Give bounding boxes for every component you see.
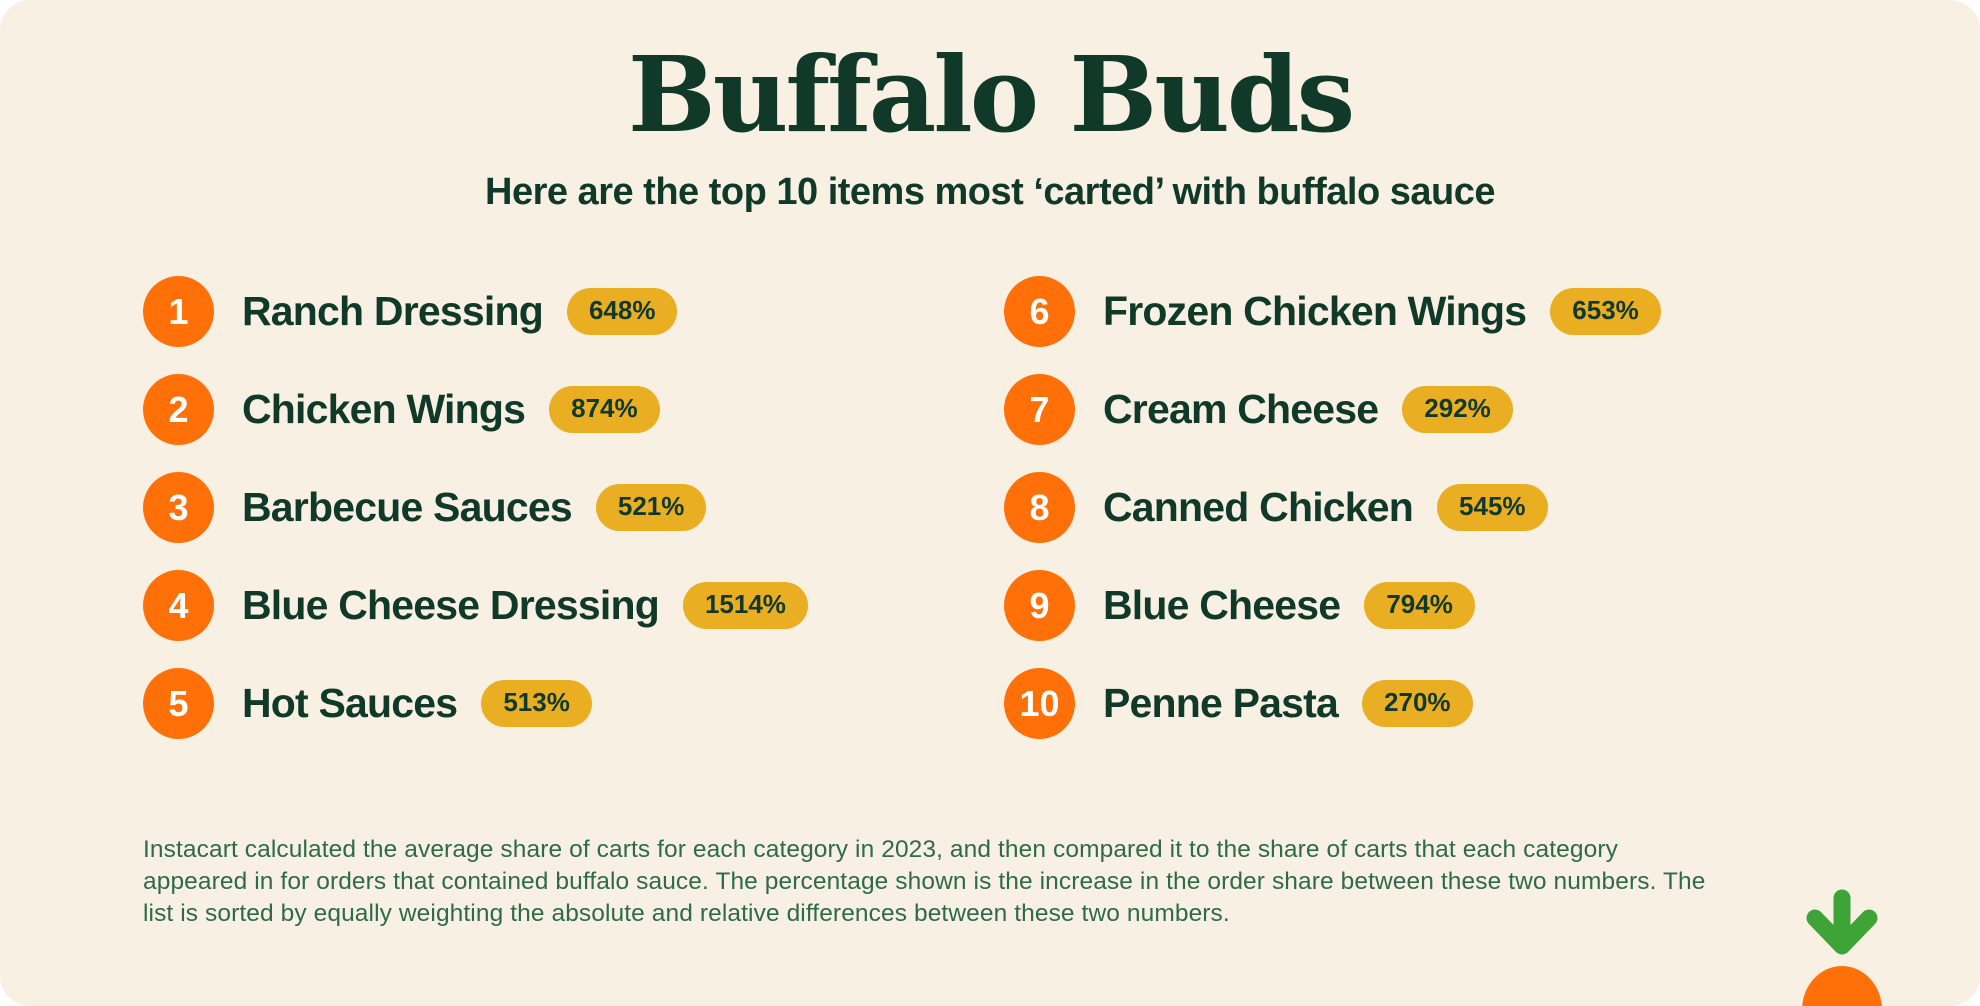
- rank-number: 1: [168, 290, 189, 332]
- rank-number: 5: [168, 682, 189, 724]
- rank-number: 10: [1019, 682, 1060, 724]
- list-item: 9 Blue Cheese 794%: [1004, 570, 1980, 642]
- ranking-column-left: 1 Ranch Dressing 648% 2 Chicken Wings 87…: [143, 276, 1004, 766]
- list-item: 4 Blue Cheese Dressing 1514%: [143, 570, 1004, 642]
- rank-badge: 1: [143, 276, 214, 348]
- list-item: 7 Cream Cheese 292%: [1004, 374, 1980, 446]
- percent-badge: 653%: [1550, 288, 1661, 336]
- page-title: Buffalo Buds: [627, 33, 1355, 156]
- rank-badge: 3: [143, 472, 214, 544]
- percent-badge: 1514%: [682, 582, 808, 630]
- item-name: Penne Pasta: [1103, 680, 1339, 727]
- percent-value: 545%: [1459, 491, 1526, 522]
- percent-badge: 513%: [481, 680, 592, 728]
- rank-badge: 4: [143, 570, 214, 642]
- rank-number: 9: [1029, 584, 1050, 626]
- rank-badge: 7: [1004, 374, 1075, 446]
- percent-badge: 545%: [1437, 484, 1548, 532]
- list-item: 6 Frozen Chicken Wings 653%: [1004, 276, 1980, 348]
- item-name: Barbecue Sauces: [242, 484, 573, 531]
- rank-badge: 10: [1004, 668, 1075, 740]
- percent-value: 648%: [588, 295, 656, 326]
- percent-value: 270%: [1384, 687, 1451, 718]
- percent-value: 653%: [1572, 295, 1639, 326]
- list-item: 2 Chicken Wings 874%: [143, 374, 1004, 446]
- percent-value: 513%: [503, 687, 570, 718]
- item-name: Chicken Wings: [242, 386, 526, 433]
- rank-badge: 8: [1004, 472, 1075, 544]
- rank-number: 6: [1029, 290, 1050, 332]
- percent-value: 521%: [617, 491, 685, 522]
- percent-value: 1514%: [704, 589, 786, 620]
- rank-number: 4: [168, 584, 189, 626]
- percent-value: 794%: [1386, 589, 1453, 620]
- percent-badge: 874%: [549, 386, 660, 434]
- percent-value: 292%: [1424, 393, 1491, 424]
- carrot-leaf-arrow-icon: [1806, 889, 1878, 955]
- percent-badge: 270%: [1362, 680, 1473, 728]
- rank-badge: 2: [143, 374, 214, 446]
- percent-badge: 648%: [566, 288, 678, 336]
- rank-number: 7: [1029, 388, 1050, 430]
- item-name: Canned Chicken: [1103, 484, 1414, 531]
- list-item: 10 Penne Pasta 270%: [1004, 668, 1980, 740]
- list-item: 5 Hot Sauces 513%: [143, 668, 1004, 740]
- rank-badge: 9: [1004, 570, 1075, 642]
- item-name: Blue Cheese Dressing: [242, 582, 660, 629]
- page-subtitle: Here are the top 10 items most ‘carted’ …: [485, 171, 1495, 214]
- item-name: Hot Sauces: [242, 680, 458, 727]
- percent-badge: 794%: [1364, 582, 1475, 630]
- percent-badge: 521%: [595, 484, 707, 532]
- item-name: Cream Cheese: [1103, 386, 1379, 433]
- item-name: Frozen Chicken Wings: [1103, 288, 1527, 335]
- percent-value: 874%: [571, 393, 638, 424]
- list-item: 8 Canned Chicken 545%: [1004, 472, 1980, 544]
- rank-number: 2: [168, 388, 189, 430]
- list-item: 1 Ranch Dressing 648%: [143, 276, 1004, 348]
- list-item: 3 Barbecue Sauces 521%: [143, 472, 1004, 544]
- item-name: Ranch Dressing: [242, 288, 544, 335]
- ranking-list: 1 Ranch Dressing 648% 2 Chicken Wings 87…: [143, 276, 1980, 766]
- methodology-note: Instacart calculated the average share o…: [143, 836, 1706, 928]
- rank-badge: 5: [143, 668, 214, 740]
- percent-badge: 292%: [1402, 386, 1513, 434]
- instacart-carrot-logo: [1792, 856, 1892, 1006]
- carrot-logo-graphic: [1802, 889, 1882, 1006]
- item-name: Blue Cheese: [1103, 582, 1341, 629]
- ranking-column-right: 6 Frozen Chicken Wings 653% 7 Cream Chee…: [1004, 276, 1980, 766]
- carrot-body-icon: [1802, 966, 1882, 1006]
- rank-number: 3: [168, 486, 189, 528]
- rank-badge: 6: [1004, 276, 1075, 348]
- rank-number: 8: [1029, 486, 1050, 528]
